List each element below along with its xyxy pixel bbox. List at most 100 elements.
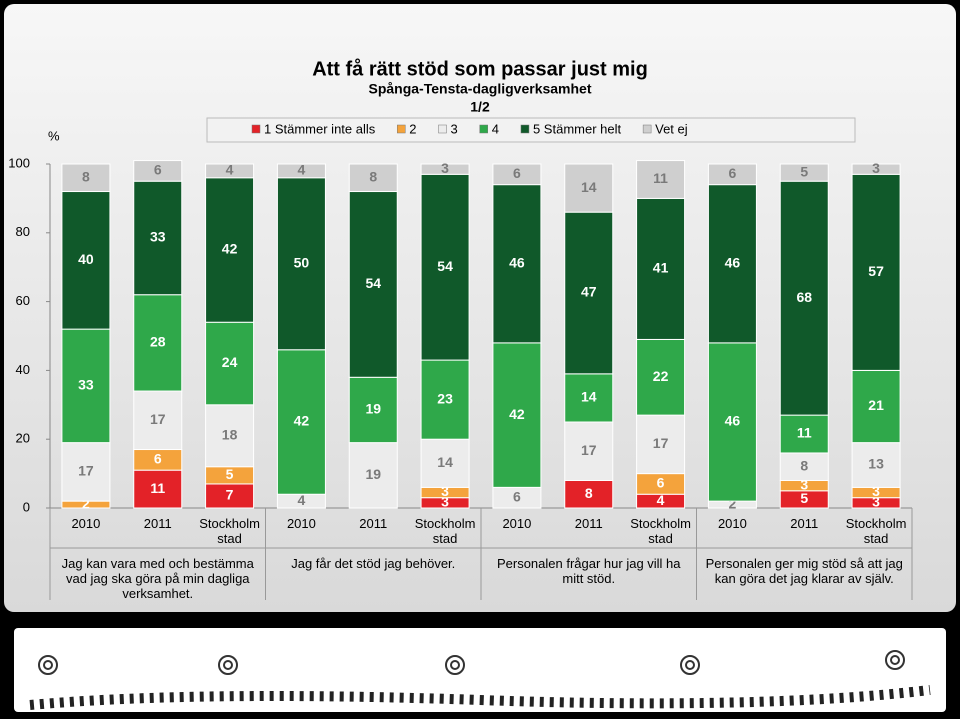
bar-segment bbox=[61, 328, 111, 444]
bar-segment bbox=[707, 163, 757, 186]
decor-icons bbox=[38, 650, 905, 675]
legend-label: 3 bbox=[451, 121, 458, 136]
data-label: 2 bbox=[82, 495, 90, 511]
legend-swatch bbox=[251, 124, 261, 134]
x-tick-label: 2010 bbox=[71, 516, 101, 531]
bar-segment bbox=[276, 349, 326, 495]
data-label: 18 bbox=[222, 426, 238, 442]
chart-subtitle: Spånga-Tensta-dagligverksamhet bbox=[368, 81, 591, 97]
data-label: 11 bbox=[653, 170, 668, 186]
data-label: 3 bbox=[872, 494, 880, 510]
data-label: 13 bbox=[868, 456, 884, 472]
bar-segment bbox=[420, 359, 470, 440]
bar-segment bbox=[61, 442, 111, 502]
data-label: 3 bbox=[800, 476, 808, 492]
x-tick-label: Stockholm stad bbox=[199, 516, 260, 546]
data-label: 47 bbox=[581, 284, 597, 300]
bar-segment bbox=[636, 197, 686, 340]
bar-segment bbox=[205, 163, 255, 179]
legend-label: Vet ej bbox=[655, 121, 688, 136]
y-axis-label: % bbox=[48, 128, 60, 143]
legend-label: 5 Stämmer helt bbox=[533, 121, 622, 136]
data-label: 2 bbox=[729, 495, 737, 511]
bar-segment bbox=[851, 173, 901, 371]
data-label: 23 bbox=[437, 390, 453, 406]
data-label: 41 bbox=[653, 260, 669, 276]
data-label: 28 bbox=[150, 334, 166, 350]
page-number: 1/2 bbox=[470, 99, 490, 115]
data-label: 17 bbox=[150, 411, 166, 427]
data-label: 8 bbox=[82, 168, 90, 184]
data-label: 17 bbox=[653, 435, 669, 451]
bar-segment bbox=[492, 184, 542, 344]
data-label: 4 bbox=[298, 162, 306, 178]
data-label: 6 bbox=[729, 165, 737, 181]
x-tick-label: Stockholm stad bbox=[845, 516, 907, 546]
data-label: 5 bbox=[800, 163, 808, 179]
data-label: 17 bbox=[581, 442, 597, 458]
bar-segment bbox=[636, 338, 686, 416]
bar-segment bbox=[564, 479, 614, 509]
data-label: 22 bbox=[653, 368, 669, 384]
data-label: 4 bbox=[298, 492, 306, 508]
chart-title: Att få rätt stöd som passar just mig bbox=[312, 57, 648, 80]
data-label: 57 bbox=[868, 263, 884, 279]
y-tick-label: 100 bbox=[8, 155, 30, 170]
x-tick-label: Stockholm stad bbox=[414, 516, 476, 546]
data-label: 14 bbox=[581, 389, 597, 405]
data-label: 54 bbox=[365, 275, 381, 291]
bar-segment bbox=[851, 442, 901, 488]
group-label: Personalen ger mig stöd så att jag kan g… bbox=[705, 556, 903, 586]
group-label: Personalen frågar hur jag vill ha mitt s… bbox=[496, 556, 681, 586]
bar-segment bbox=[205, 321, 255, 406]
legend-label: 2 bbox=[409, 121, 416, 136]
data-label: 5 bbox=[226, 466, 234, 482]
legend-box bbox=[206, 117, 856, 143]
bar-segment bbox=[133, 469, 183, 509]
data-label: 68 bbox=[796, 289, 812, 305]
bar-segment bbox=[133, 390, 183, 451]
bar-segment bbox=[348, 191, 398, 378]
data-label: 40 bbox=[78, 251, 94, 267]
bar-segment bbox=[851, 163, 901, 175]
bar-segment bbox=[779, 414, 829, 454]
data-label: 5 bbox=[800, 490, 808, 506]
legend-label: 4 bbox=[492, 121, 499, 136]
data-label: 21 bbox=[868, 397, 884, 413]
data-label: 33 bbox=[150, 229, 166, 245]
data-label: 11 bbox=[150, 480, 165, 496]
bar-segment bbox=[779, 452, 829, 481]
data-label: 6 bbox=[657, 475, 665, 491]
y-tick-label: 60 bbox=[16, 293, 30, 308]
bar-segment bbox=[205, 177, 255, 323]
legend-label: 1 Stämmer inte alls bbox=[264, 121, 376, 136]
group-label: Jag kan vara med och bestämma vad jag sk… bbox=[61, 556, 254, 601]
data-label: 42 bbox=[222, 241, 238, 257]
data-label: 8 bbox=[585, 485, 593, 501]
bar-segment bbox=[348, 376, 398, 444]
data-label: 8 bbox=[369, 168, 377, 184]
data-label: 17 bbox=[78, 463, 94, 479]
data-label: 6 bbox=[154, 162, 162, 178]
bar-segment bbox=[564, 163, 614, 213]
bar-segment bbox=[61, 163, 111, 193]
bar-segment bbox=[707, 342, 757, 502]
bar-segment bbox=[636, 414, 686, 475]
data-label: 14 bbox=[581, 179, 597, 195]
bar-segment bbox=[133, 180, 183, 296]
data-label: 54 bbox=[437, 258, 453, 274]
legend-swatch bbox=[642, 124, 652, 134]
group-label: Jag får det stöd jag behöver. bbox=[291, 556, 456, 571]
bar-segment bbox=[276, 177, 326, 351]
data-label: 3 bbox=[441, 160, 449, 176]
data-label: 6 bbox=[154, 451, 162, 467]
bar-segment bbox=[420, 173, 470, 361]
data-label: 19 bbox=[365, 466, 381, 482]
bar-segment bbox=[779, 163, 829, 182]
data-label: 14 bbox=[437, 454, 453, 470]
bar-segment bbox=[420, 163, 470, 175]
data-label: 3 bbox=[872, 483, 880, 499]
data-label: 4 bbox=[657, 492, 665, 508]
